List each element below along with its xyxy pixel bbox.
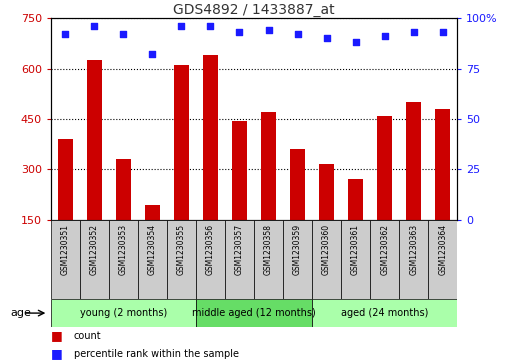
Bar (406, 102, 421, 220)
Bar (290, 149, 305, 220)
Text: GSM1230353: GSM1230353 (119, 224, 128, 275)
Text: aged (24 months): aged (24 months) (341, 308, 428, 318)
Text: GSM1230355: GSM1230355 (177, 224, 186, 275)
Text: percentile rank within the sample: percentile rank within the sample (74, 349, 239, 359)
Point (61, 31, 70, 37)
Text: GSM1230361: GSM1230361 (351, 224, 360, 274)
Text: young (2 months): young (2 months) (80, 308, 167, 318)
Point (265, 27, 273, 33)
Bar (167, 220, 196, 299)
Bar (196, 220, 225, 299)
Text: GSM1230359: GSM1230359 (293, 224, 302, 275)
Point (438, 29, 447, 35)
Bar (312, 299, 457, 327)
Point (380, 33, 389, 39)
Bar (254, 220, 283, 299)
Text: GSM1230351: GSM1230351 (61, 224, 70, 274)
Bar (51, 299, 196, 327)
Point (294, 31, 302, 37)
Bar (312, 220, 341, 299)
Point (119, 31, 128, 37)
Text: GSM1230360: GSM1230360 (322, 224, 331, 275)
Point (352, 40, 360, 45)
Bar (145, 204, 160, 220)
Bar (370, 220, 399, 299)
Text: GSM1230356: GSM1230356 (206, 224, 215, 275)
Point (148, 52, 156, 57)
Title: GDS4892 / 1433887_at: GDS4892 / 1433887_at (173, 3, 335, 17)
Bar (435, 109, 450, 220)
Text: ■: ■ (51, 347, 62, 360)
Bar (109, 220, 138, 299)
Text: age: age (10, 308, 31, 318)
Bar (399, 220, 428, 299)
Bar (377, 115, 392, 220)
Text: GSM1230363: GSM1230363 (409, 224, 418, 275)
Bar (348, 179, 363, 220)
Bar (87, 60, 102, 220)
Bar (428, 220, 457, 299)
Point (177, 23, 185, 29)
Bar (196, 299, 312, 327)
Point (409, 29, 418, 35)
Point (235, 29, 243, 35)
Bar (116, 159, 131, 220)
Bar (80, 220, 109, 299)
Text: count: count (74, 331, 101, 341)
Bar (174, 65, 188, 220)
Point (90, 23, 99, 29)
Bar (138, 220, 167, 299)
Bar (51, 220, 80, 299)
Text: GSM1230358: GSM1230358 (264, 224, 273, 274)
Text: ■: ■ (51, 329, 62, 342)
Bar (261, 112, 276, 220)
Bar (341, 220, 370, 299)
Text: GSM1230357: GSM1230357 (235, 224, 244, 275)
Bar (58, 139, 73, 220)
Text: GSM1230352: GSM1230352 (90, 224, 99, 274)
Bar (283, 220, 312, 299)
Point (323, 35, 331, 41)
Bar (225, 220, 254, 299)
Text: middle aged (12 months): middle aged (12 months) (192, 308, 316, 318)
Text: GSM1230354: GSM1230354 (148, 224, 157, 275)
Text: GSM1230364: GSM1230364 (438, 224, 447, 275)
Bar (203, 55, 218, 220)
Point (206, 23, 214, 29)
Bar (320, 164, 334, 220)
Bar (232, 121, 247, 220)
Text: GSM1230362: GSM1230362 (380, 224, 389, 274)
